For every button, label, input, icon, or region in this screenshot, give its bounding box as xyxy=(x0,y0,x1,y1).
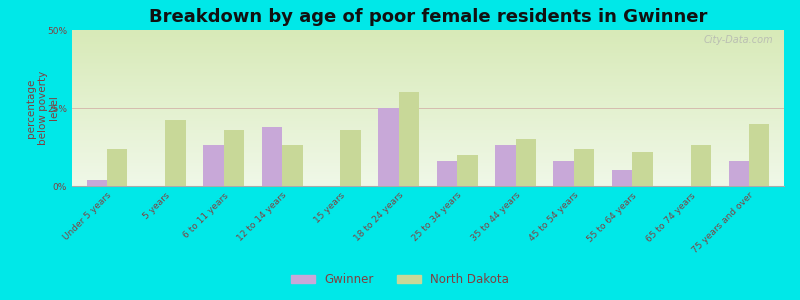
Bar xyxy=(107,148,127,186)
Bar xyxy=(515,139,536,186)
Bar xyxy=(690,146,711,186)
Bar xyxy=(378,108,399,186)
Bar xyxy=(554,161,574,186)
Bar xyxy=(203,146,224,186)
Bar xyxy=(495,146,515,186)
Bar xyxy=(749,124,770,186)
Bar xyxy=(399,92,419,186)
Bar xyxy=(224,130,244,186)
Bar xyxy=(437,161,457,186)
Bar xyxy=(166,121,186,186)
Bar xyxy=(86,180,107,186)
Legend: Gwinner, North Dakota: Gwinner, North Dakota xyxy=(286,269,514,291)
Bar xyxy=(341,130,361,186)
Bar xyxy=(612,170,632,186)
Title: Breakdown by age of poor female residents in Gwinner: Breakdown by age of poor female resident… xyxy=(149,8,707,26)
Y-axis label: percentage
below poverty
level: percentage below poverty level xyxy=(26,71,59,145)
Bar xyxy=(729,161,749,186)
Text: City-Data.com: City-Data.com xyxy=(704,35,774,45)
Bar xyxy=(457,155,478,186)
Bar xyxy=(282,146,302,186)
Bar xyxy=(574,148,594,186)
Bar xyxy=(262,127,282,186)
Bar xyxy=(632,152,653,186)
